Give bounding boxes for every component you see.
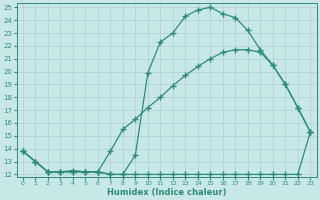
- X-axis label: Humidex (Indice chaleur): Humidex (Indice chaleur): [107, 188, 226, 197]
